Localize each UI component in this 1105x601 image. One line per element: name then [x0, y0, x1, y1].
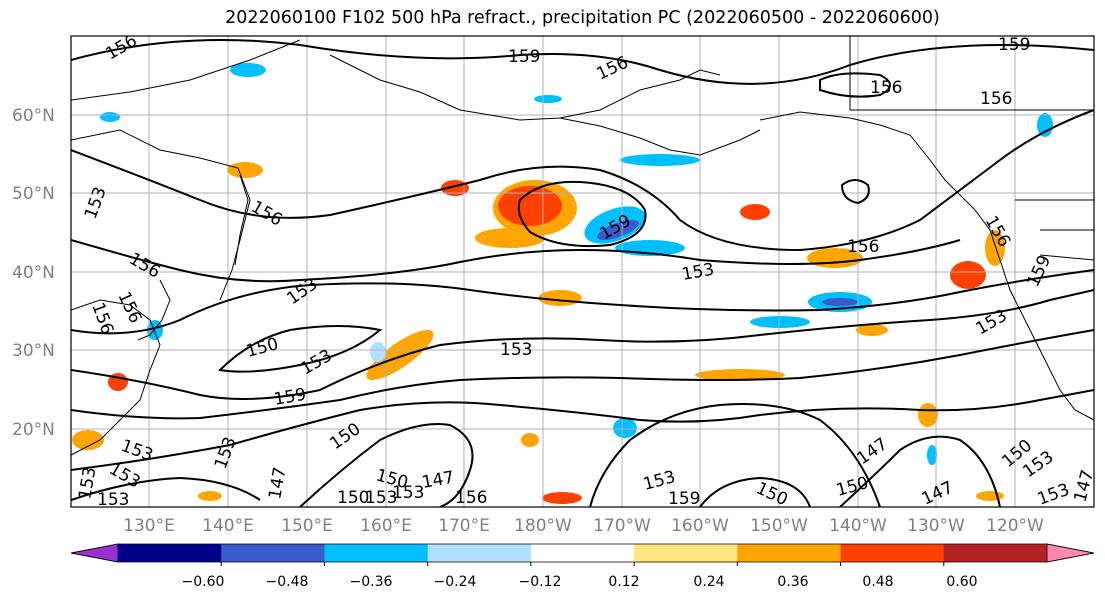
colorbar-tick-label: 0.36: [777, 574, 808, 590]
contour-label: 159: [508, 47, 540, 67]
contour-label: 159: [998, 35, 1030, 55]
lon-label: 120°W: [986, 516, 1044, 536]
geopotential-contours: [71, 39, 1094, 507]
lon-label: 130°W: [907, 516, 965, 536]
latitude-labels: 60°N 50°N 40°N 30°N 20°N: [12, 106, 55, 440]
contour-label: 150: [337, 488, 369, 508]
lon-label: 160°E: [360, 516, 412, 536]
contour-label: 156: [455, 488, 487, 508]
map-gridlines: [71, 36, 1094, 507]
page-title: 2022060100 F102 500 hPa refract., precip…: [225, 8, 940, 28]
lon-label: 180°W: [514, 516, 572, 536]
lon-label: 160°W: [671, 516, 729, 536]
longitude-labels: 130°E 140°E 150°E 160°E 170°E 180°W 170°…: [123, 516, 1044, 536]
colorbar-tick-label: −0.24: [434, 574, 477, 590]
lat-label-40n: 40°N: [12, 263, 55, 283]
coastlines: [71, 36, 1094, 456]
colorbar-extend-high: [1046, 543, 1095, 563]
colorbar-frame: [70, 543, 1095, 563]
colorbar-segment: [530, 544, 635, 562]
colorbar-tick-label: 0.60: [946, 574, 977, 590]
colorbar-segment: [118, 544, 222, 562]
lon-label: 140°W: [829, 516, 887, 536]
colorbar-segment: [324, 544, 429, 562]
lon-label: 130°E: [123, 516, 175, 536]
lon-label: 150°W: [750, 516, 808, 536]
lon-label: 140°E: [202, 516, 254, 536]
precip-positive-shading: [72, 162, 1005, 504]
colorbar-tick-label: 0.12: [608, 574, 639, 590]
contour-label: 156: [847, 237, 879, 257]
colorbar-extend-low: [70, 543, 119, 563]
lon-label: 170°E: [438, 516, 490, 536]
colorbar-segment: [634, 544, 738, 562]
lon-label: 150°E: [281, 516, 333, 536]
colorbar-tick-label: 0.48: [862, 574, 893, 590]
contour-label: 159: [668, 489, 700, 509]
colorbar-segment: [737, 544, 842, 562]
colorbar-tick-labels: −0.60 −0.48 −0.36 −0.24 −0.12 0.12 0.24 …: [182, 574, 978, 590]
contour-label: 153: [97, 490, 129, 510]
colorbar-segment: [943, 544, 1048, 562]
colorbar-tick-label: −0.48: [266, 574, 309, 590]
contour-label: 153: [365, 488, 397, 508]
lat-label-30n: 30°N: [12, 341, 55, 361]
contour-label: 153: [500, 340, 532, 360]
contour-label: 153: [392, 483, 424, 503]
colorbar-tick-label: 0.24: [693, 574, 724, 590]
colorbar-tick-label: −0.60: [182, 574, 225, 590]
colorbar-segment: [840, 544, 945, 562]
contour-label: 156: [870, 78, 902, 98]
lat-label-60n: 60°N: [12, 106, 55, 126]
lat-label-50n: 50°N: [12, 184, 55, 204]
colorbar: [70, 543, 1095, 566]
lat-label-20n: 20°N: [12, 420, 55, 440]
contour-label: 156: [980, 89, 1012, 109]
colorbar-tick-label: −0.36: [350, 574, 393, 590]
contour-label: 147: [1071, 468, 1099, 505]
map-frame: [70, 35, 1095, 508]
colorbar-tick-label: −0.12: [519, 574, 562, 590]
lon-label: 170°W: [593, 516, 651, 536]
colorbar-segment: [221, 544, 325, 562]
colorbar-segment: [427, 544, 532, 562]
